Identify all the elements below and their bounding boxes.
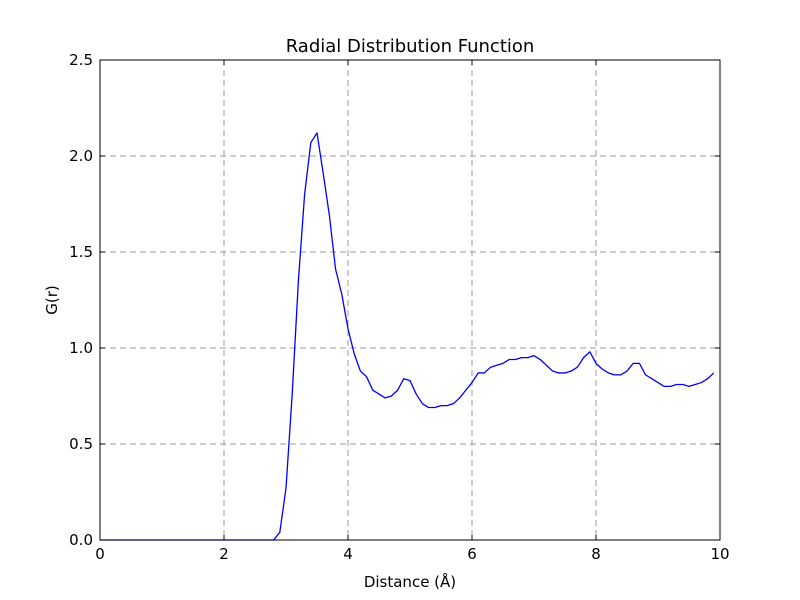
x-tick-label: 0 <box>95 545 105 563</box>
plot-frame <box>99 59 721 541</box>
y-axis-ticks: 0.0 0.5 1.0 1.5 2.0 2.5 <box>69 51 720 549</box>
series-layer <box>100 132 715 541</box>
x-axis-label: Distance (Å) <box>364 572 456 591</box>
x-tick-label: 4 <box>343 545 353 563</box>
grid-lines <box>100 60 720 540</box>
y-tick-label: 0.5 <box>69 435 93 453</box>
x-tick-label: 6 <box>467 545 477 563</box>
x-tick-label: 8 <box>591 545 601 563</box>
y-tick-label: 2.0 <box>69 147 93 165</box>
y-tick-label: 2.5 <box>69 51 93 69</box>
chart-title: Radial Distribution Function <box>286 36 535 57</box>
y-tick-label: 1.5 <box>69 243 93 261</box>
y-tick-label: 1.0 <box>69 339 93 357</box>
x-axis-ticks: 0 2 4 6 8 10 <box>95 60 730 563</box>
x-tick-label: 2 <box>219 545 229 563</box>
series-line <box>100 132 715 541</box>
y-axis-label: G(r) <box>43 285 61 315</box>
y-tick-label: 0.0 <box>69 531 93 549</box>
x-tick-label: 10 <box>710 545 729 563</box>
